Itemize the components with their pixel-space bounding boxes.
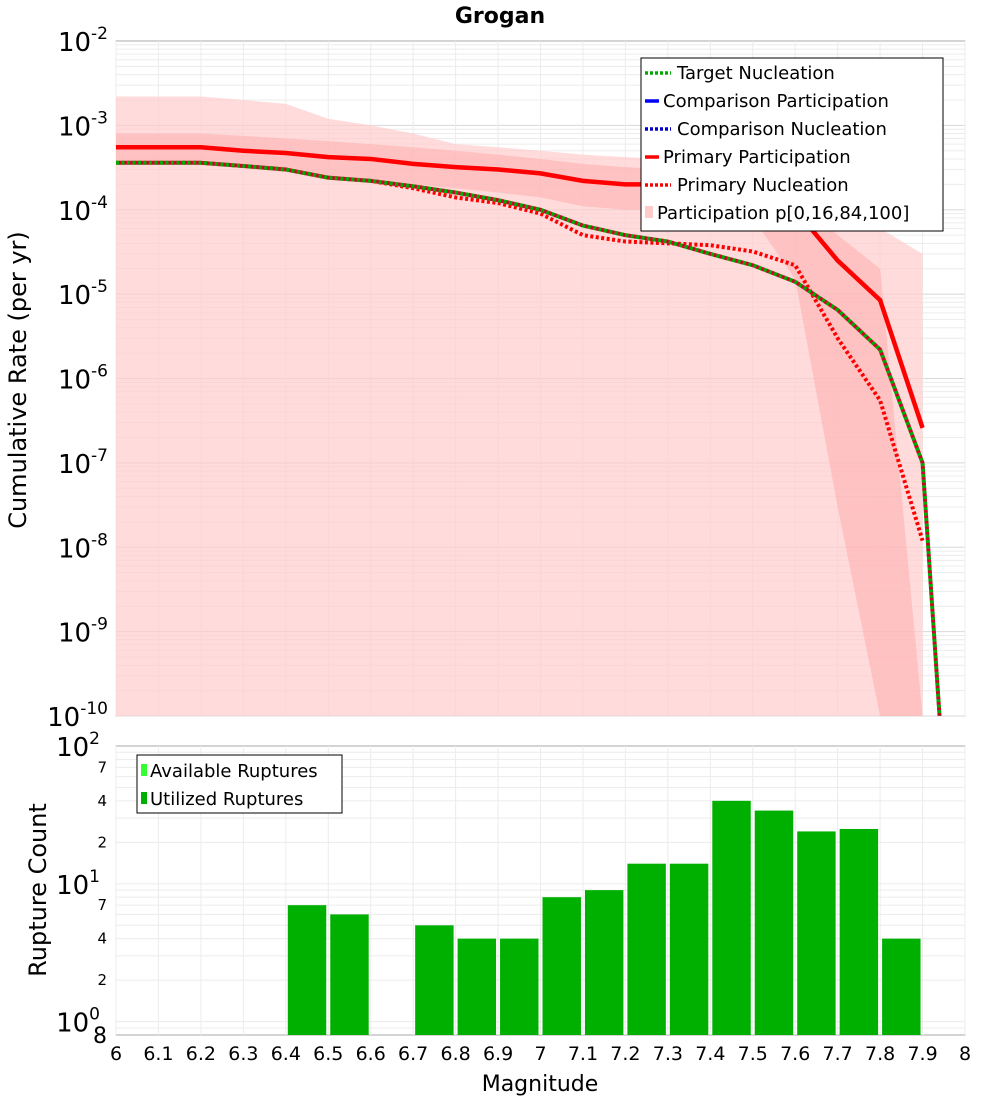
- bar-utilized-ruptures: [712, 800, 751, 1035]
- rate-legend: Target Nucleation Comparison Participati…: [640, 57, 944, 232]
- y-minor-tick-label: 7: [97, 896, 107, 914]
- legend-primary-participation: Primary Participation: [663, 147, 851, 168]
- bar-utilized-ruptures: [839, 828, 879, 1035]
- bar-utilized-ruptures: [500, 938, 539, 1035]
- bar-utilized-ruptures: [669, 863, 709, 1035]
- x-tick-label: 7.1: [568, 1043, 598, 1065]
- x-tick-label: 6.1: [143, 1043, 173, 1065]
- x-tick-label: 7.4: [695, 1043, 725, 1065]
- y-tick-label: 10-3: [58, 108, 108, 142]
- bar-utilized-ruptures: [330, 914, 369, 1035]
- y-minor-tick-label: 8: [93, 1024, 107, 1049]
- target-nucleation-line: [116, 160, 942, 716]
- bar-utilized-ruptures: [542, 897, 581, 1035]
- participation-band: [116, 96, 923, 716]
- x-tick-label: 7.5: [738, 1043, 768, 1065]
- chart-title: Grogan: [455, 4, 545, 29]
- y-minor-tick-label: 4: [97, 792, 107, 810]
- legend-primary-nucleation: Primary Nucleation: [677, 175, 849, 196]
- y-tick-label: 10-9: [58, 615, 108, 649]
- y-tick-label: 102: [56, 729, 100, 763]
- rate-y-axis-label: Cumulative Rate (per yr): [4, 231, 32, 529]
- x-tick-label: 7: [534, 1043, 546, 1065]
- target-nucleation-line-shadow: [116, 160, 942, 716]
- magnitude-axis-label: Magnitude: [482, 1072, 599, 1097]
- y-tick-label: 10-7: [58, 446, 108, 480]
- y-minor-tick-label: 2: [97, 971, 107, 989]
- bar-utilized-ruptures: [797, 831, 836, 1035]
- y-tick-label: 101: [56, 867, 100, 901]
- x-tick-label: 6: [110, 1043, 122, 1065]
- y-tick-label: 10-2: [58, 24, 108, 58]
- rate-y-ticks: 10-2 10-3 10-4 10-5 10-6 10-7 10-8 10-9 10-10: [47, 24, 108, 733]
- x-tick-label: 7.2: [610, 1043, 640, 1065]
- x-tick-label: 6.4: [271, 1043, 301, 1065]
- legend-target-nucleation: Target Nucleation: [676, 63, 835, 84]
- y-minor-tick-label: 4: [97, 930, 107, 948]
- legend-participation-band: Participation p[0,16,84,100]: [657, 203, 909, 224]
- bar-utilized-ruptures: [287, 905, 327, 1035]
- y-tick-label: 10-4: [58, 193, 108, 227]
- y-minor-tick-label: 2: [97, 833, 107, 851]
- x-tick-label: 6.5: [313, 1043, 343, 1065]
- bar-utilized-ruptures: [457, 938, 497, 1035]
- bar-utilized-ruptures: [584, 890, 624, 1035]
- x-tick-label: 7.7: [823, 1043, 853, 1065]
- bar-utilized-ruptures: [882, 938, 921, 1035]
- bar-utilized-ruptures: [754, 810, 794, 1035]
- y-tick-label: 100: [56, 1005, 100, 1039]
- x-tick-label: 6.2: [186, 1043, 216, 1065]
- y-tick-label: 10-5: [58, 277, 108, 311]
- x-tick-label: 6.7: [398, 1043, 428, 1065]
- bar-utilized-ruptures: [627, 863, 666, 1035]
- legend-comparison-nucleation: Comparison Nucleation: [677, 119, 887, 140]
- count-y-axis-label: Rupture Count: [24, 803, 52, 977]
- legend-comparison-participation: Comparison Participation: [663, 91, 889, 112]
- y-tick-label: 10-10: [47, 699, 108, 733]
- y-tick-label: 10-6: [58, 362, 108, 396]
- x-tick-label: 6.9: [483, 1043, 513, 1065]
- x-tick-label: 6.3: [228, 1043, 258, 1065]
- y-minor-tick-label: 7: [97, 758, 107, 776]
- legend-available-ruptures: Available Ruptures: [150, 761, 318, 782]
- x-tick-label: 7.6: [780, 1043, 810, 1065]
- magnitude-x-ticks: 6 6.1 6.2 6.3 6.4 6.5 6.6 6.7 6.8 6.9 7 7.1 7.2 7.3 7.…: [110, 1043, 971, 1065]
- y-tick-label: 10-8: [58, 530, 108, 564]
- count-bars: [287, 800, 921, 1035]
- x-tick-label: 6.8: [440, 1043, 470, 1065]
- x-tick-label: 7.9: [907, 1043, 937, 1065]
- x-tick-label: 8: [959, 1043, 971, 1065]
- bar-utilized-ruptures: [415, 925, 454, 1035]
- x-tick-label: 7.3: [653, 1043, 683, 1065]
- count-y-ticks: 100 101 102 8 2 4 7 2 4 7: [56, 729, 107, 1049]
- x-tick-label: 6.6: [356, 1043, 386, 1065]
- x-tick-label: 7.8: [865, 1043, 895, 1065]
- legend-utilized-ruptures: Utilized Ruptures: [150, 789, 303, 810]
- participation-band-area: [116, 96, 923, 716]
- count-legend: Available Ruptures Utilized Ruptures: [136, 754, 343, 814]
